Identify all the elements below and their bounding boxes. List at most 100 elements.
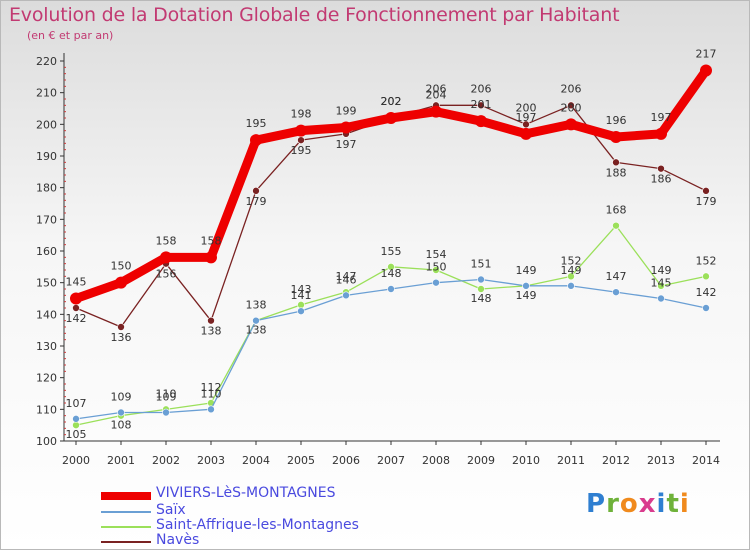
- data-point: [432, 278, 440, 287]
- data-label: 138: [246, 299, 267, 312]
- data-label: 202: [381, 95, 402, 108]
- data-point: [567, 272, 575, 281]
- data-label: 186: [651, 173, 672, 186]
- data-label: 109: [156, 391, 177, 404]
- y-tick-label: 190: [36, 150, 57, 163]
- data-point: [250, 134, 262, 147]
- y-tick-label: 180: [36, 182, 57, 195]
- data-point: [115, 276, 127, 289]
- data-label: 108: [111, 419, 132, 432]
- data-point: [702, 187, 710, 195]
- data-label: 151: [471, 258, 492, 271]
- data-label: 138: [201, 325, 222, 338]
- x-tick-label: 2008: [422, 454, 450, 467]
- legend-swatch: [101, 526, 151, 528]
- data-point: [657, 294, 665, 303]
- data-label: 148: [471, 292, 492, 305]
- data-label: 196: [606, 114, 627, 127]
- data-point: [477, 285, 485, 293]
- data-label: 136: [111, 331, 132, 344]
- data-point: [432, 266, 440, 274]
- data-label: 206: [561, 82, 582, 95]
- data-label: 145: [651, 277, 672, 290]
- logo-letter: r: [606, 489, 620, 519]
- data-label: 155: [381, 245, 402, 258]
- data-point: [522, 282, 530, 290]
- y-tick-label: 140: [36, 308, 57, 321]
- data-label: 142: [66, 312, 87, 325]
- data-point: [385, 112, 397, 124]
- x-tick-label: 2002: [152, 454, 180, 467]
- data-point: [162, 408, 170, 417]
- data-label: 156: [156, 268, 177, 281]
- data-label: 200: [516, 101, 537, 114]
- data-point: [567, 101, 575, 110]
- x-tick-label: 2012: [602, 454, 630, 467]
- data-point: [72, 304, 80, 312]
- data-label: 149: [516, 289, 537, 302]
- y-tick-label: 120: [36, 372, 57, 385]
- data-label: 197: [516, 111, 537, 124]
- data-label: 168: [606, 204, 627, 217]
- data-point: [207, 316, 215, 325]
- data-label: 138: [246, 324, 267, 337]
- x-tick-label: 2000: [62, 454, 90, 467]
- x-tick-label: 2009: [467, 454, 495, 467]
- y-tick-label: 210: [36, 87, 57, 100]
- chart-title: Evolution de la Dotation Globale de Fonc…: [9, 4, 620, 26]
- data-label: 143: [291, 283, 312, 296]
- data-label: 197: [336, 138, 357, 151]
- data-label: 154: [426, 248, 447, 261]
- legend-swatch: [101, 511, 151, 513]
- data-label: 206: [471, 82, 492, 95]
- x-tick-label: 2001: [107, 454, 135, 467]
- data-label: 198: [291, 108, 312, 121]
- data-label: 152: [561, 254, 582, 267]
- data-point: [160, 251, 172, 264]
- y-tick-label: 150: [36, 277, 57, 290]
- logo-letter: i: [679, 489, 690, 519]
- data-label: 179: [696, 195, 717, 208]
- data-label: 141: [291, 289, 312, 302]
- data-label: 109: [111, 391, 132, 404]
- legend-swatch: [101, 492, 151, 500]
- data-point: [205, 251, 217, 264]
- data-label: 204: [426, 89, 447, 102]
- y-tick-label: 160: [36, 245, 57, 258]
- logo-letter: o: [619, 489, 639, 519]
- y-tick-label: 100: [36, 435, 57, 448]
- legend-label: Saint-Affrique-les-Montagnes: [156, 517, 359, 533]
- data-point: [702, 304, 710, 312]
- data-label: 149: [561, 264, 582, 277]
- data-point: [252, 316, 260, 325]
- data-label: 142: [696, 286, 717, 299]
- data-label: 217: [696, 48, 717, 61]
- data-label: 195: [246, 117, 267, 130]
- data-point: [252, 187, 260, 195]
- logo-letter: t: [666, 489, 680, 519]
- data-point: [430, 105, 442, 118]
- data-label: 110: [156, 387, 177, 400]
- x-tick-label: 2010: [512, 454, 540, 467]
- data-label: 195: [291, 144, 312, 157]
- data-point: [612, 288, 620, 296]
- data-point: [475, 115, 487, 128]
- data-label: 206: [426, 82, 447, 95]
- data-label: 146: [336, 273, 357, 286]
- chart-subtitle: (en € et par an): [27, 29, 114, 42]
- y-tick-label: 170: [36, 213, 57, 226]
- data-label: 105: [66, 428, 87, 441]
- data-label: 179: [246, 195, 267, 208]
- data-label: 145: [66, 276, 87, 289]
- data-point: [117, 323, 125, 331]
- data-point: [477, 275, 485, 284]
- x-tick-label: 2006: [332, 454, 360, 467]
- x-tick-label: 2004: [242, 454, 270, 467]
- data-label: 152: [696, 254, 717, 267]
- data-point: [565, 118, 577, 131]
- logo-letter: x: [638, 489, 657, 519]
- data-label: 147: [606, 270, 627, 283]
- data-label: 150: [426, 261, 447, 274]
- x-tick-label: 2011: [557, 454, 585, 467]
